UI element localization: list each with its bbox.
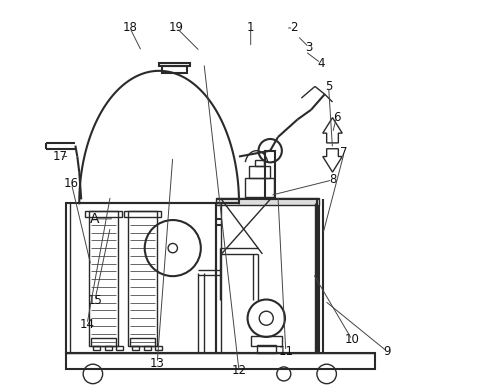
Text: 19: 19 — [169, 22, 184, 34]
Bar — [132, 346, 139, 350]
Text: 4: 4 — [317, 57, 325, 70]
Bar — [249, 166, 270, 178]
Bar — [91, 339, 116, 346]
Text: 12: 12 — [231, 364, 247, 377]
Text: 2: 2 — [290, 22, 297, 34]
Bar — [216, 198, 319, 205]
Text: 15: 15 — [87, 294, 102, 307]
Bar — [265, 151, 275, 199]
Bar — [155, 346, 162, 350]
Bar — [216, 203, 319, 353]
Text: 6: 6 — [333, 111, 340, 124]
Bar — [250, 336, 282, 346]
Text: 9: 9 — [383, 345, 391, 358]
Bar — [65, 203, 216, 353]
Text: 5: 5 — [325, 80, 332, 93]
Text: 18: 18 — [122, 22, 137, 34]
Bar — [159, 63, 191, 66]
Bar — [93, 346, 100, 350]
Text: 1: 1 — [247, 22, 254, 34]
Bar — [143, 346, 151, 350]
Bar — [89, 211, 118, 346]
Bar — [162, 66, 187, 73]
Bar — [65, 353, 375, 369]
Text: 16: 16 — [64, 177, 79, 190]
Text: 7: 7 — [340, 146, 348, 159]
Bar — [124, 211, 161, 217]
Bar — [245, 178, 274, 197]
Text: 11: 11 — [278, 345, 293, 358]
Bar — [128, 211, 157, 346]
Bar — [85, 211, 122, 217]
Bar — [257, 345, 276, 353]
Text: 13: 13 — [150, 357, 164, 369]
Bar — [130, 339, 155, 346]
Text: 8: 8 — [329, 174, 336, 187]
Text: 14: 14 — [79, 317, 95, 330]
Bar — [255, 160, 264, 166]
Text: 17: 17 — [52, 150, 67, 163]
Text: 10: 10 — [345, 333, 359, 346]
Bar — [116, 346, 123, 350]
Bar — [105, 346, 111, 350]
Text: A: A — [90, 212, 99, 226]
Text: 3: 3 — [305, 41, 313, 54]
